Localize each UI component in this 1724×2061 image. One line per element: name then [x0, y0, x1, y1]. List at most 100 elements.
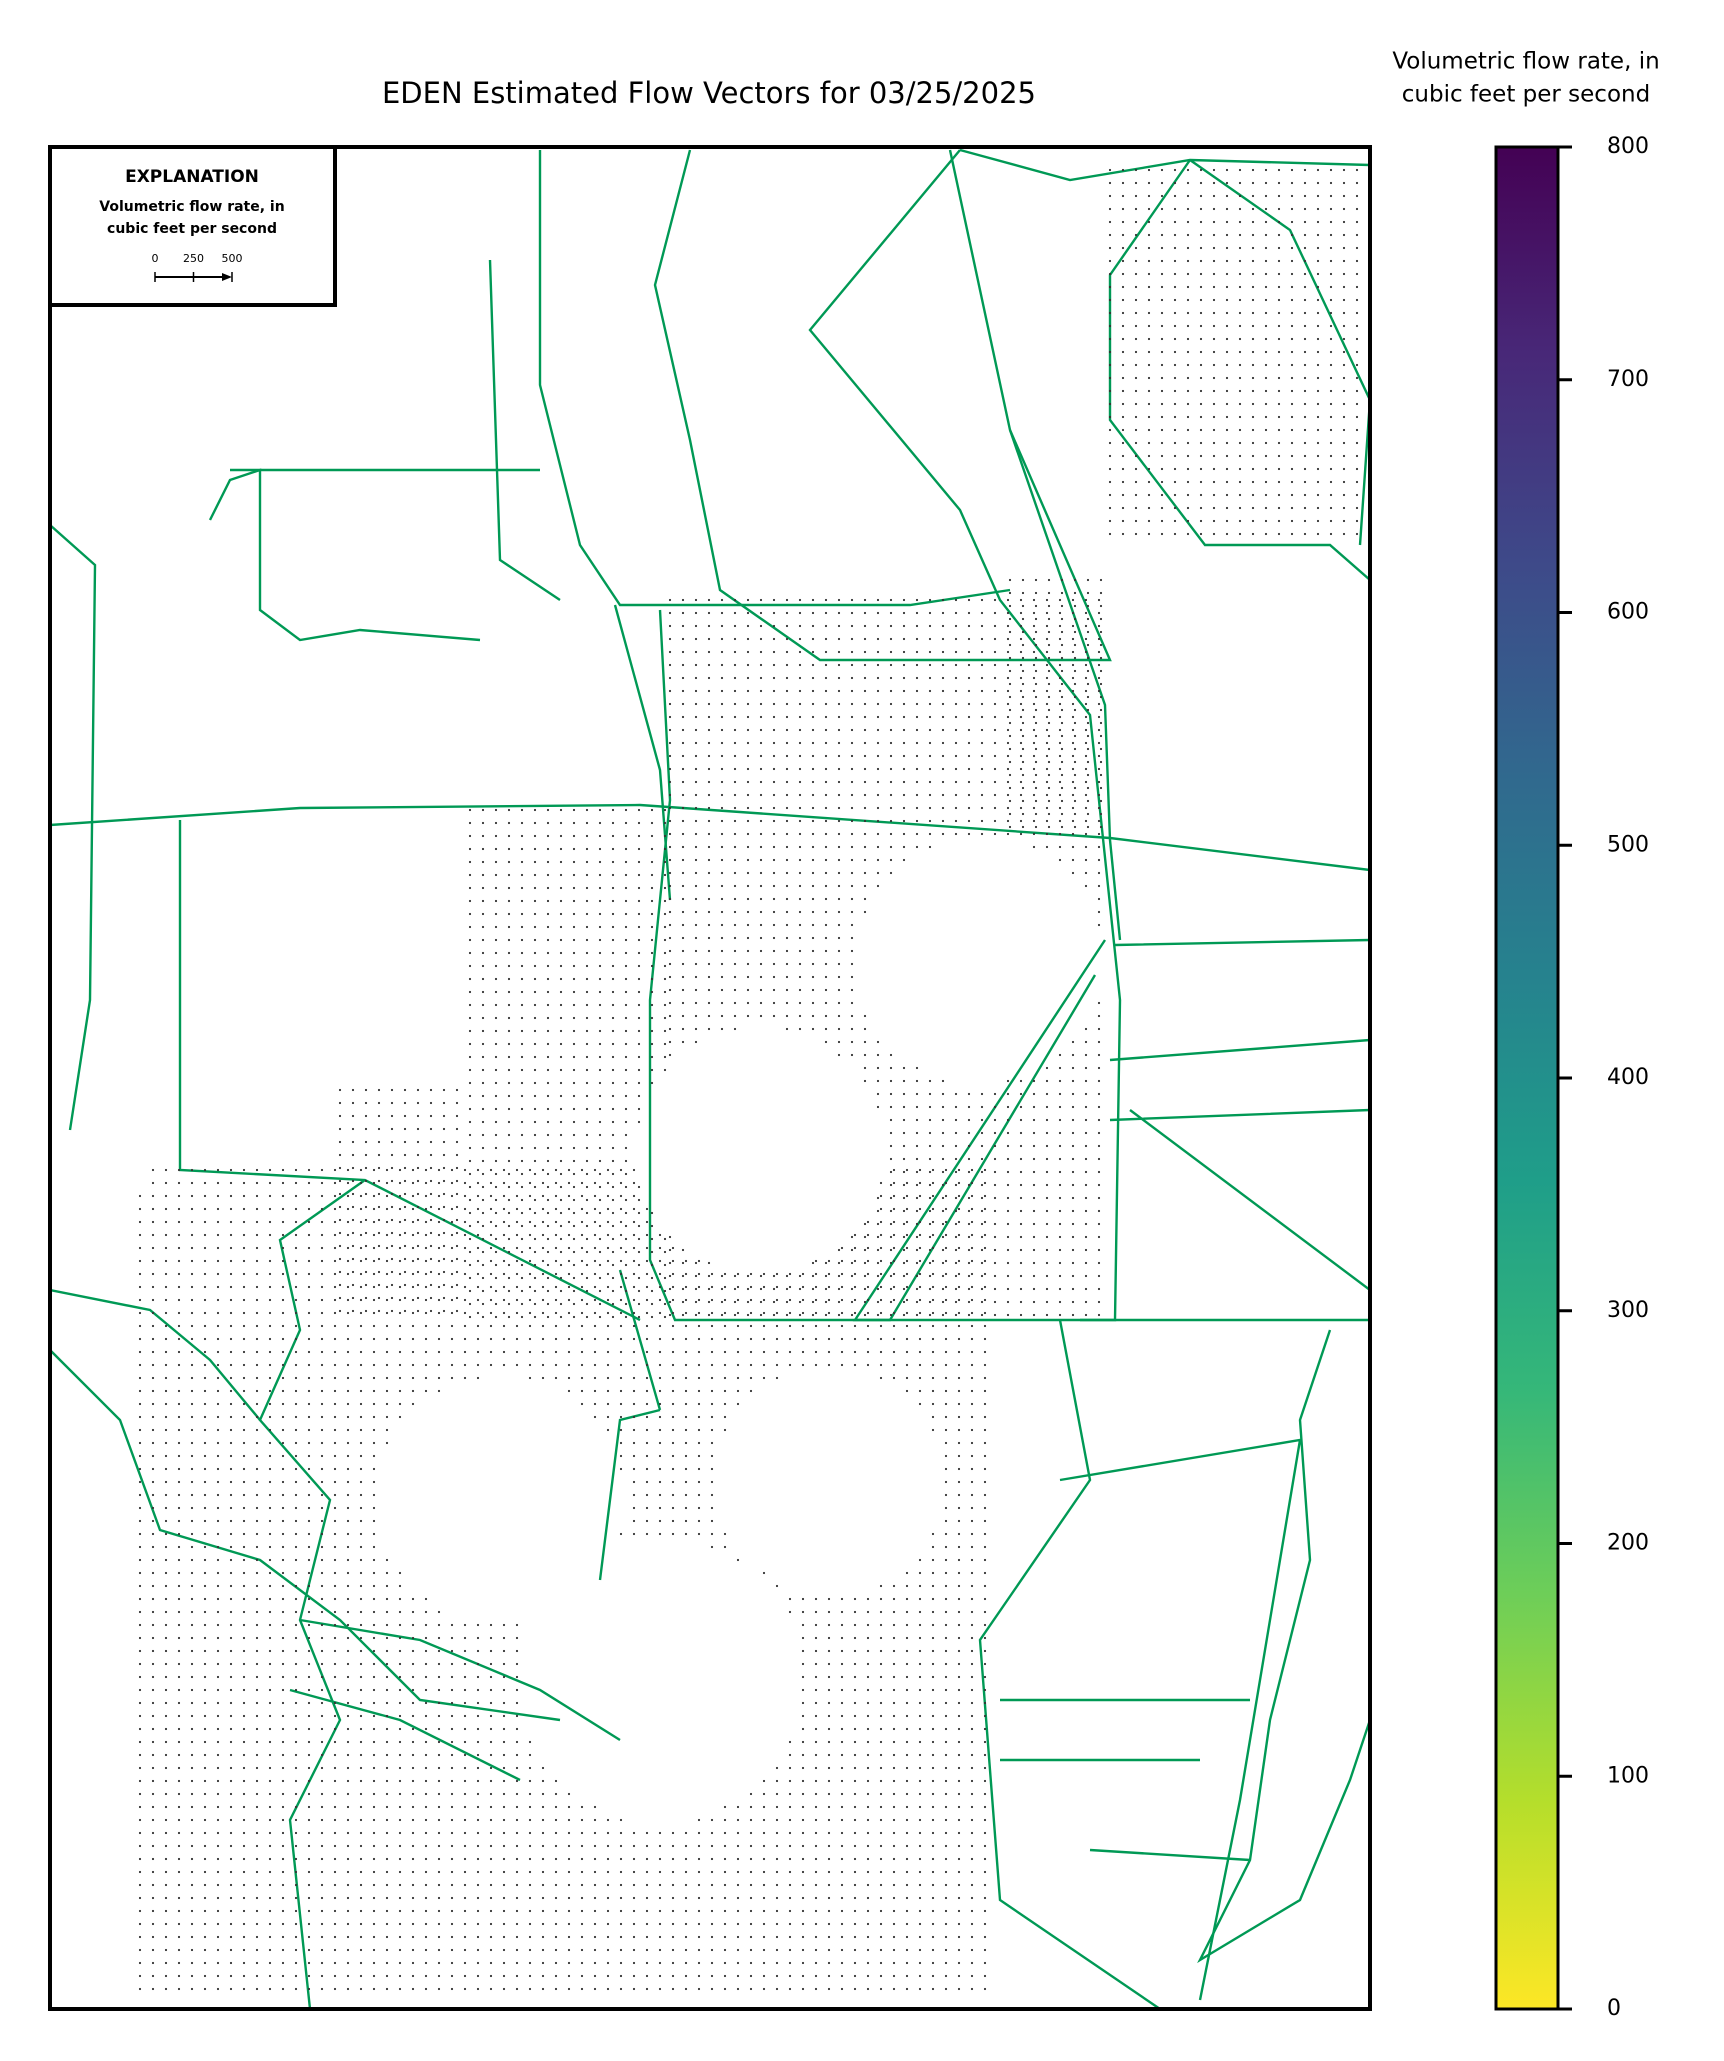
flow-dot [650, 938, 654, 942]
flow-dot [398, 1272, 402, 1276]
flow-dot [798, 741, 802, 745]
flow-dot [671, 1935, 675, 1939]
flow-dot [364, 1101, 368, 1105]
flow-dot [619, 1168, 623, 1172]
flow-dot [941, 702, 945, 706]
flow-dot [954, 715, 958, 719]
flow-dot [372, 1363, 376, 1367]
flow-dot [216, 1467, 220, 1471]
flow-dot [658, 1246, 662, 1250]
flow-dot [772, 936, 776, 940]
flow-dot [645, 1519, 649, 1523]
flow-dot [164, 1259, 168, 1263]
flow-dot [502, 1896, 506, 1900]
flow-dot [138, 1584, 142, 1588]
flow-dot [772, 793, 776, 797]
flow-dot [203, 1181, 207, 1185]
flow-dot [915, 728, 919, 732]
flow-dot [229, 1298, 233, 1302]
flow-dot [403, 1244, 407, 1248]
flow-dot [1019, 806, 1023, 810]
flow-dot [1058, 676, 1062, 680]
flow-dot [580, 1961, 584, 1965]
flow-dot [229, 1883, 233, 1887]
flow-dot [268, 1324, 272, 1328]
flow-dot [203, 1649, 207, 1653]
flow-dot [1058, 702, 1062, 706]
flow-dot [892, 1831, 896, 1835]
flow-dot [720, 975, 724, 979]
flow-dot [879, 1948, 883, 1952]
flow-dot [242, 1740, 246, 1744]
flow-dot [1097, 715, 1101, 719]
flow-dot [624, 1120, 628, 1124]
flow-dot [528, 1948, 532, 1952]
flow-dot [892, 1935, 896, 1939]
flow-dot [889, 1261, 893, 1265]
flow-dot [372, 1636, 376, 1640]
flow-dot [853, 1662, 857, 1666]
flow-dot [559, 1159, 563, 1163]
flow-dot [1084, 1079, 1088, 1083]
flow-dot [850, 1287, 854, 1291]
flow-dot [915, 715, 919, 719]
flow-dot [411, 1220, 415, 1224]
flow-dot [403, 1283, 407, 1287]
flow-dot [1006, 1261, 1010, 1265]
flow-dot [671, 1506, 675, 1510]
flow-dot [541, 1298, 545, 1302]
flow-dot [611, 899, 615, 903]
flow-dot [481, 1107, 485, 1111]
flow-dot [697, 1519, 701, 1523]
flow-dot [785, 845, 789, 849]
flow-dot [707, 1287, 711, 1291]
flow-dot [775, 1961, 779, 1965]
flow-dot [164, 1844, 168, 1848]
flow-dot [759, 1001, 763, 1005]
flow-dot [242, 1909, 246, 1913]
flow-dot [494, 951, 498, 955]
map-area [50, 148, 1370, 2009]
flow-dot [1006, 1105, 1010, 1109]
flow-dot [507, 1289, 511, 1293]
flow-dot [255, 1246, 259, 1250]
flow-dot [879, 1272, 883, 1276]
flow-dot [697, 1506, 701, 1510]
flow-dot [268, 1428, 272, 1432]
flow-dot [294, 1597, 298, 1601]
flow-dot [177, 1168, 181, 1172]
flow-dot [333, 1987, 337, 1991]
flow-dot [520, 1172, 524, 1176]
flow-dot [528, 1207, 532, 1211]
flow-dot [203, 1610, 207, 1614]
flow-dot [993, 1300, 997, 1304]
flow-dot [255, 1298, 259, 1302]
flow-dot [941, 728, 945, 732]
flow-dot [853, 1701, 857, 1705]
flow-dot [668, 715, 672, 719]
flow-dot [668, 1274, 672, 1278]
flow-dot [785, 650, 789, 654]
flow-dot [650, 1003, 654, 1007]
flow-dot [681, 1261, 685, 1265]
flow-dot [546, 1250, 550, 1254]
flow-dot [1097, 741, 1101, 745]
flow-dot [814, 1766, 818, 1770]
flow-dot [515, 1246, 519, 1250]
flow-dot [801, 1935, 805, 1939]
flow-dot [229, 1168, 233, 1172]
flow-dot [840, 1363, 844, 1367]
flow-dot [624, 964, 628, 968]
flow-dot [242, 1298, 246, 1302]
flow-dot [476, 1922, 480, 1926]
flow-dot [281, 1233, 285, 1237]
flow-dot [533, 847, 537, 851]
flow-dot [889, 780, 893, 784]
flow-dot [177, 1376, 181, 1380]
flow-dot [619, 1974, 623, 1978]
flow-dot [372, 1454, 376, 1458]
flow-dot [650, 1042, 654, 1046]
flow-dot [611, 1185, 615, 1189]
flow-dot [333, 1597, 337, 1601]
flow-dot [837, 689, 841, 693]
